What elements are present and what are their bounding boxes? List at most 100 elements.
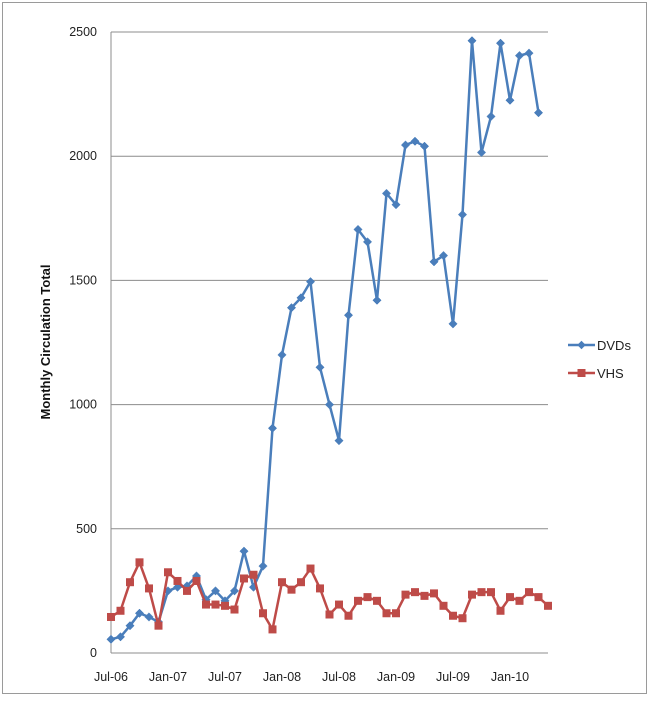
x-tick-label: Jul-09: [436, 670, 470, 684]
legend-item-dvds: DVDs: [568, 338, 631, 353]
data-point: [430, 589, 438, 598]
data-point: [229, 586, 240, 596]
data-point: [277, 350, 287, 360]
data-point: [343, 310, 354, 320]
legend-item-vhs: VHS: [568, 366, 624, 381]
legend: DVDs VHS: [568, 338, 631, 381]
x-tick-label: Jan-07: [149, 670, 187, 684]
data-point: [286, 303, 297, 313]
data-point: [164, 568, 172, 577]
data-point: [533, 108, 544, 118]
data-point: [116, 606, 125, 615]
data-point: [467, 36, 477, 46]
data-point: [135, 558, 144, 567]
data-point: [268, 625, 277, 634]
x-tick-label: Jan-10: [491, 670, 529, 684]
y-tick-label: 2000: [69, 149, 97, 163]
data-point: [458, 614, 467, 623]
data-point: [134, 608, 145, 618]
data-point: [420, 591, 429, 600]
data-point: [287, 585, 296, 594]
data-point: [514, 51, 525, 61]
data-point: [249, 570, 258, 579]
data-point: [172, 582, 183, 592]
data-point: [515, 596, 524, 605]
series-vhs: [107, 558, 552, 634]
y-tick-label: 1000: [69, 398, 97, 412]
data-point: [410, 136, 420, 146]
data-point: [495, 38, 506, 48]
legend-label: DVDs: [597, 338, 631, 353]
data-point: [401, 590, 410, 599]
data-point: [258, 561, 268, 571]
data-point: [373, 596, 381, 605]
data-point: [334, 436, 344, 446]
data-point: [210, 586, 221, 596]
data-point: [534, 593, 543, 602]
data-point: [316, 584, 324, 593]
data-point: [486, 111, 496, 122]
data-point: [240, 574, 248, 583]
data-point: [524, 48, 534, 58]
data-point: [477, 588, 486, 597]
data-point: [354, 596, 362, 605]
y-axis-title: Monthly Circulation Total: [38, 264, 53, 419]
data-point: [400, 140, 411, 150]
data-point: [297, 578, 305, 587]
data-point: [183, 586, 191, 595]
data-point: [296, 293, 306, 303]
y-axis: 0 500 1000 1500 2000 2500: [69, 25, 112, 660]
series-layer: [106, 36, 552, 644]
data-point: [267, 423, 278, 433]
legend-marker: [577, 369, 586, 377]
x-axis: Jul-06 Jan-07 Jul-07 Jan-08 Jul-08 Jan-09 Jul-…: [94, 652, 548, 684]
data-point: [107, 612, 115, 621]
data-point: [144, 612, 154, 622]
data-point: [221, 601, 229, 610]
data-point: [391, 200, 401, 210]
data-point: [335, 600, 343, 609]
series-line: [110, 39, 540, 641]
x-tick-label: Jul-08: [322, 670, 356, 684]
data-point: [202, 600, 210, 609]
chart-frame: 0 500 1000 1500 2000 2500 Jul-06 Jan-07 Jul-07 J…: [2, 2, 647, 694]
data-point: [173, 576, 182, 585]
data-point: [363, 593, 372, 602]
data-point: [344, 611, 353, 620]
data-point: [259, 609, 267, 618]
data-point: [372, 295, 382, 305]
data-point: [382, 609, 391, 618]
data-point: [145, 584, 153, 593]
grid-lines: [111, 31, 548, 530]
data-point: [476, 147, 487, 158]
x-tick-label: Jul-07: [208, 670, 242, 684]
data-point: [324, 400, 335, 410]
data-point: [429, 257, 439, 267]
x-tick-label: Jul-06: [94, 670, 128, 684]
data-point: [230, 605, 239, 614]
data-point: [353, 224, 363, 235]
data-point: [468, 590, 476, 599]
legend-marker: [577, 340, 586, 350]
data-point: [306, 564, 315, 573]
series-dvds: [106, 36, 544, 644]
y-tick-label: 1500: [69, 273, 97, 287]
data-point: [457, 210, 468, 220]
data-point: [192, 576, 201, 585]
data-point: [325, 610, 334, 619]
x-tick-label: Jan-08: [263, 670, 301, 684]
data-point: [411, 588, 419, 597]
data-point: [381, 188, 392, 199]
y-tick-label: 500: [76, 522, 97, 536]
data-point: [305, 277, 316, 287]
data-point: [505, 95, 515, 105]
data-point: [126, 578, 134, 587]
x-tick-label: Jan-09: [377, 670, 415, 684]
data-point: [438, 251, 449, 261]
data-point: [448, 319, 458, 329]
data-point: [487, 588, 495, 597]
data-point: [449, 611, 457, 620]
data-point: [506, 593, 514, 602]
data-point: [525, 588, 533, 597]
